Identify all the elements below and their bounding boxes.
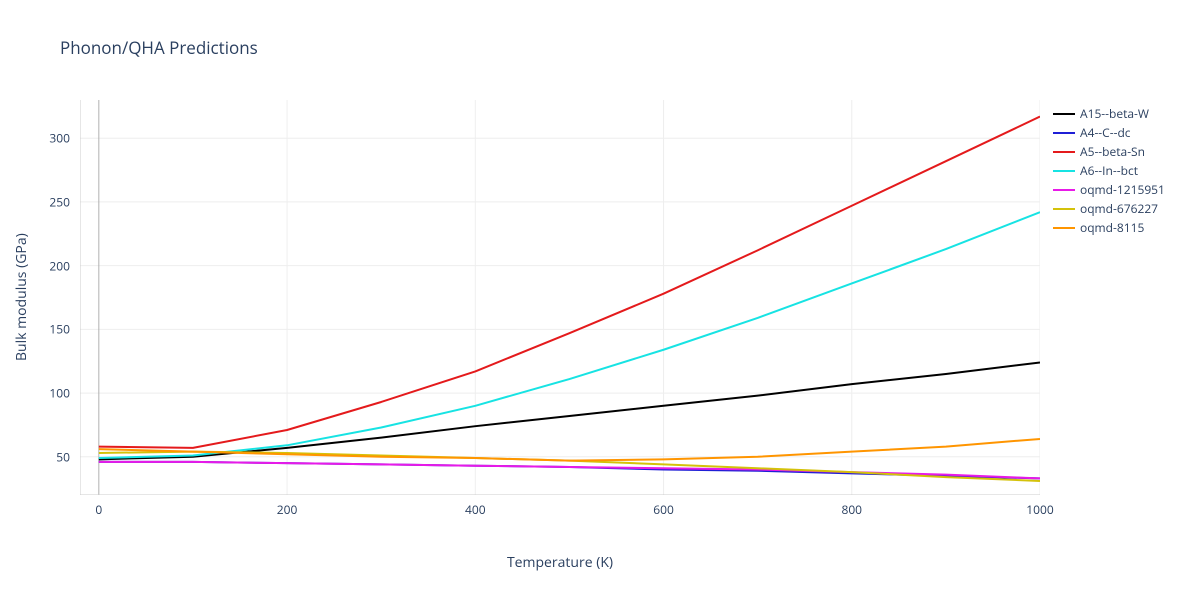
y-axis-label: Bulk modulus (GPa) [12,100,31,495]
legend-label: oqmd-1215951 [1080,181,1165,198]
x-tick: 400 [465,501,486,518]
legend-swatch [1053,170,1075,172]
legend-item[interactable]: A5--beta-Sn [1053,142,1165,161]
legend-label: A4--C--dc [1080,124,1131,141]
legend-swatch [1053,189,1075,191]
legend-swatch [1053,113,1075,115]
legend-label: A5--beta-Sn [1080,143,1145,160]
legend-item[interactable]: A4--C--dc [1053,123,1165,142]
chart-title: Phonon/QHA Predictions [60,36,258,59]
plot-area [80,100,1040,495]
legend-label: A6--In--bct [1080,162,1138,179]
x-tick: 800 [841,501,862,518]
legend-swatch [1053,208,1075,210]
plot-svg [80,100,1040,495]
legend-label: oqmd-8115 [1080,219,1144,236]
legend-item[interactable]: A15--beta-W [1053,104,1165,123]
x-axis-label: Temperature (K) [80,553,1040,572]
y-tick: 150 [40,321,70,338]
legend-item[interactable]: A6--In--bct [1053,161,1165,180]
legend-swatch [1053,227,1075,229]
legend: A15--beta-W A4--C--dc A5--beta-Sn A6--In--b… [1053,104,1165,237]
legend-label: oqmd-676227 [1080,200,1158,217]
y-tick: 300 [40,130,70,147]
legend-label: A15--beta-W [1080,105,1149,122]
x-tick: 0 [95,501,102,518]
legend-item[interactable]: oqmd-1215951 [1053,180,1165,199]
chart-container: Phonon/QHA Predictions Bulk modulus (GPa… [0,0,1200,600]
y-tick: 50 [40,448,70,465]
legend-item[interactable]: oqmd-8115 [1053,218,1165,237]
legend-swatch [1053,151,1075,153]
x-tick: 200 [277,501,298,518]
x-tick: 600 [653,501,674,518]
y-tick: 250 [40,193,70,210]
legend-swatch [1053,132,1075,134]
legend-item[interactable]: oqmd-676227 [1053,199,1165,218]
y-tick: 100 [40,385,70,402]
y-tick: 200 [40,257,70,274]
x-tick: 1000 [1026,501,1053,518]
